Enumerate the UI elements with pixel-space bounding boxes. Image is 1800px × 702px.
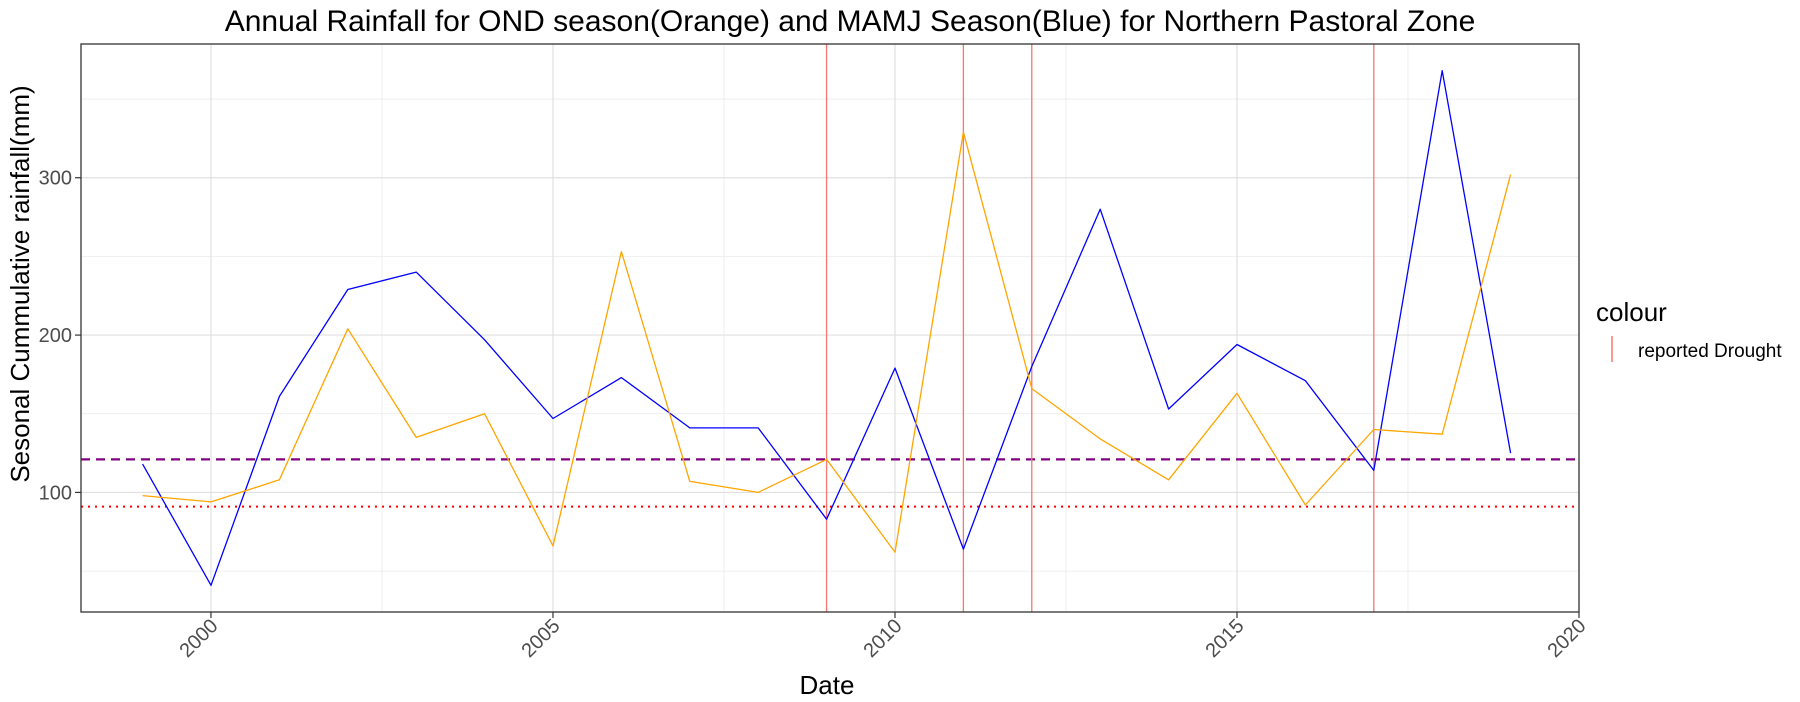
x-tick-label: 2005 (517, 615, 564, 662)
plot-panel-border (80, 43, 1580, 613)
series-lines (142, 70, 1512, 586)
legend: colour reported Drought (1596, 297, 1782, 362)
x-tick-label: 2015 (1202, 615, 1249, 662)
x-axis-ticks: 2000 2005 2010 2015 2020 (175, 612, 1591, 662)
y-axis-ticks: 100 200 300 (39, 168, 81, 504)
y-tick-label: 300 (39, 168, 72, 190)
series-line-blue (142, 70, 1512, 586)
chart-title: Annual Rainfall for OND season(Orange) a… (225, 5, 1476, 38)
x-axis-title: Date (800, 670, 855, 700)
grid-minor (81, 44, 1579, 612)
series-line-orange (142, 131, 1512, 553)
y-tick-label: 100 (39, 482, 72, 504)
y-tick-label: 200 (39, 325, 72, 347)
x-tick-label: 2000 (175, 615, 222, 662)
legend-label-reported-drought: reported Drought (1638, 341, 1782, 362)
reference-lines (81, 458, 1579, 508)
grid-major (81, 44, 1580, 612)
x-tick-label: 2020 (1544, 615, 1591, 662)
legend-title: colour (1596, 297, 1667, 327)
drought-lines (825, 44, 1375, 612)
y-axis-title: Sesonal Cummulative rainfall(mm) (5, 85, 35, 482)
x-tick-label: 2010 (859, 615, 906, 662)
